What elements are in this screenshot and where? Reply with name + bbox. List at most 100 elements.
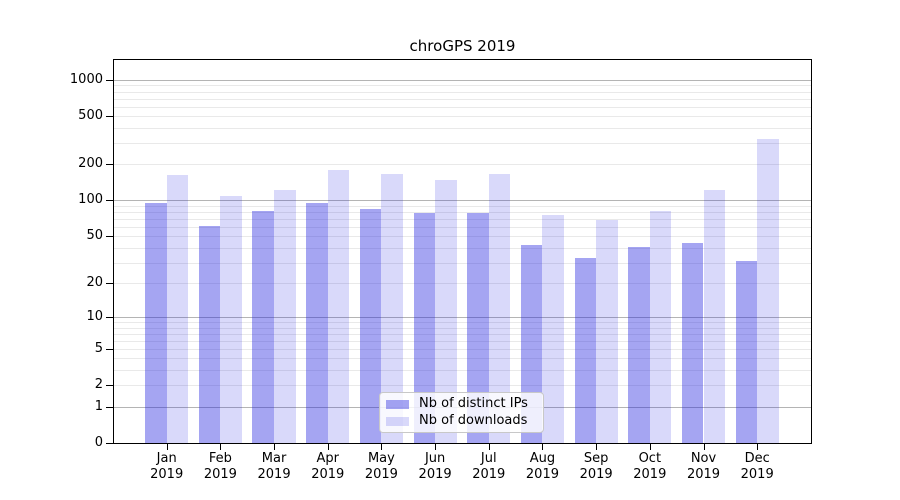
y-tick (106, 385, 113, 387)
legend-label-downloads: Nb of downloads (419, 413, 528, 428)
x-tick (381, 444, 383, 450)
x-tick (220, 444, 222, 450)
bar-nb-of-distinct-ips-jan (145, 203, 167, 443)
y-tick (106, 164, 113, 166)
x-tick-label: Apr 2019 (311, 451, 345, 482)
gridline-major (114, 79, 811, 81)
bar-nb-of-distinct-ips-feb (198, 226, 221, 443)
x-tick (274, 444, 276, 450)
bar-nb-of-downloads-sep (596, 220, 618, 443)
bar-nb-of-downloads-nov (703, 189, 726, 443)
gridline-minor (114, 322, 811, 323)
y-tick (106, 79, 113, 81)
bar-nb-of-downloads-oct (649, 210, 672, 443)
legend: Nb of distinct IPs Nb of downloads (379, 392, 544, 433)
x-tick-label: Sep 2019 (579, 451, 613, 482)
x-tick-label: Nov 2019 (686, 451, 721, 482)
legend-item-distinct-ips: Nb of distinct IPs (386, 397, 535, 411)
gridline-minor (114, 128, 811, 130)
bar-nb-of-distinct-ips-jun (413, 213, 436, 443)
x-tick-label: Aug 2019 (525, 451, 559, 482)
gridline-major (114, 200, 811, 202)
bar-nb-of-distinct-ips-sep (574, 257, 597, 443)
legend-swatch-distinct-ips (386, 399, 409, 409)
y-tick (106, 116, 113, 118)
y-tick-label: 500 (78, 108, 103, 124)
gridline-minor (114, 370, 811, 372)
bar-nb-of-downloads-jan (166, 175, 189, 443)
bar-nb-of-distinct-ips-jul (467, 212, 489, 443)
bar-nb-of-downloads-feb (220, 196, 242, 443)
gridline-minor (114, 358, 811, 360)
bar-nb-of-distinct-ips-nov (681, 242, 704, 443)
gridline-minor (114, 218, 811, 220)
gridline-minor (114, 226, 811, 228)
bar-nb-of-downloads-apr (327, 170, 350, 443)
y-tick (106, 236, 113, 238)
gridline-minor (114, 85, 811, 87)
gridline-major (114, 316, 811, 318)
y-tick-label: 200 (78, 156, 103, 172)
gridline-minor (114, 116, 811, 118)
x-tick (757, 444, 759, 450)
x-tick (435, 444, 437, 450)
y-tick (106, 406, 113, 408)
x-tick (596, 444, 598, 450)
y-tick-label: 0 (94, 435, 103, 450)
y-tick-label: 100 (78, 192, 103, 208)
gridline-minor (114, 262, 811, 264)
gridline-minor (114, 143, 811, 145)
gridline-minor (114, 98, 811, 100)
x-tick-label: May 2019 (364, 451, 398, 482)
y-tick-label: 10 (86, 308, 103, 324)
gridline-minor (114, 385, 811, 387)
x-tick-label: Oct 2019 (633, 451, 667, 482)
x-tick-label: Dec 2019 (740, 451, 774, 482)
bar-nb-of-downloads-jul (488, 174, 511, 443)
gridline-minor (114, 205, 811, 207)
gridline-minor (114, 327, 811, 329)
bar-nb-of-downloads-mar (274, 189, 296, 443)
x-tick-label: Jan 2019 (150, 451, 184, 482)
bar-nb-of-downloads-may (381, 173, 403, 443)
y-tick-label: 1 (94, 398, 103, 414)
legend-item-downloads: Nb of downloads (386, 414, 535, 428)
gridline-minor (114, 247, 811, 249)
x-tick-label: Mar 2019 (257, 451, 291, 482)
y-tick (106, 348, 113, 350)
gridline-minor (114, 333, 811, 335)
gridline-minor (114, 164, 811, 166)
y-tick-label: 50 (86, 228, 103, 244)
y-tick-label: 2 (94, 377, 103, 393)
plot-area (113, 59, 812, 444)
y-tick (106, 200, 113, 202)
gridline-minor (114, 212, 811, 214)
bar-nb-of-distinct-ips-oct (628, 246, 650, 443)
x-tick (542, 444, 544, 450)
bar-nb-of-distinct-ips-mar (252, 210, 275, 443)
x-tick (327, 444, 329, 450)
x-tick-label: Jul 2019 (472, 451, 506, 482)
gridline-minor (114, 283, 811, 284)
gridline-minor (114, 91, 811, 93)
gridline-minor (114, 106, 811, 108)
bar-nb-of-downloads-jun (435, 180, 457, 443)
gridline-minor (114, 340, 811, 342)
y-tick (106, 283, 113, 284)
bar-nb-of-downloads-aug (542, 214, 565, 443)
x-tick-label: Jun 2019 (418, 451, 452, 482)
gridline-minor (114, 348, 811, 350)
gridline-minor (114, 236, 811, 238)
y-tick (106, 316, 113, 318)
legend-label-distinct-ips: Nb of distinct IPs (419, 396, 528, 411)
bar-nb-of-downloads-dec (757, 138, 779, 443)
x-tick (649, 444, 651, 450)
x-tick (166, 444, 168, 450)
x-tick (488, 444, 490, 450)
bar-nb-of-distinct-ips-dec (735, 260, 758, 443)
y-tick-label: 20 (86, 275, 103, 290)
y-tick-label: 1000 (69, 71, 103, 87)
chart-title: chroGPS 2019 (409, 37, 516, 55)
legend-swatch-downloads (386, 416, 409, 426)
